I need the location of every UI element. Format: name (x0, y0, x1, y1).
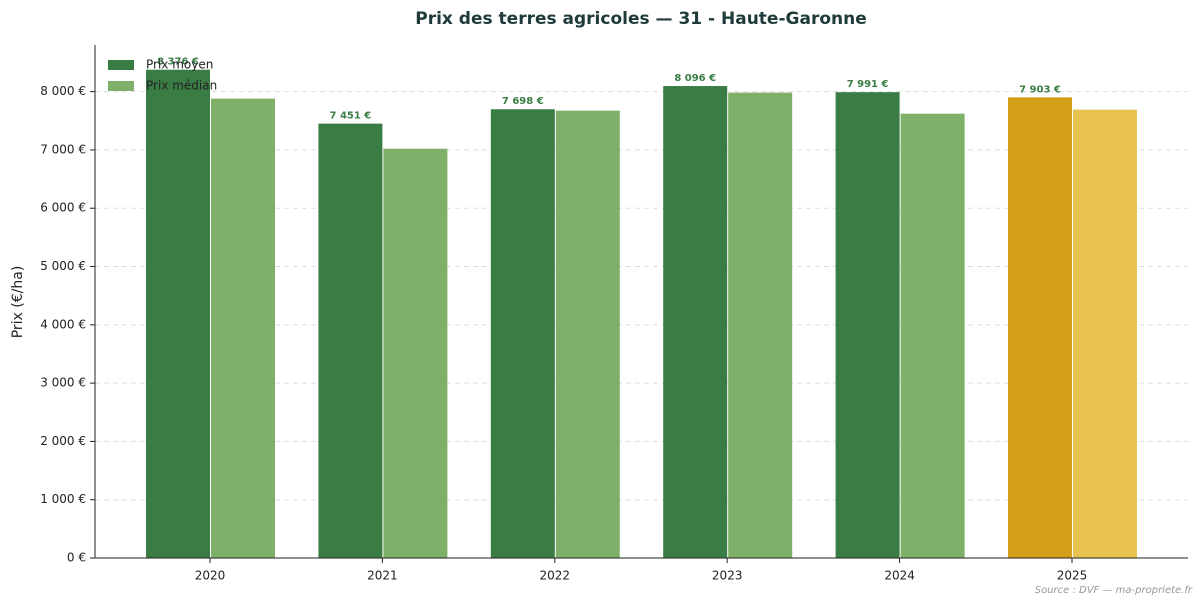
bar (383, 148, 448, 558)
bar (555, 110, 620, 558)
bar (490, 109, 555, 559)
bar (211, 98, 275, 558)
chart-title: Prix des terres agricoles — 31 - Haute-G… (415, 9, 867, 29)
y-tick-label: 0 € (67, 551, 86, 565)
x-tick-label: 2022 (540, 569, 571, 583)
y-tick-label: 5 000 € (40, 259, 86, 273)
source: Source : DVF — ma-propriete.fr (1035, 585, 1193, 596)
x-tick-label: 2021 (367, 569, 398, 583)
bar (318, 123, 383, 559)
bar (146, 69, 210, 558)
y-tick-label: 7 000 € (40, 142, 86, 156)
value-label: 7 451 € (330, 111, 372, 122)
legend-label: Prix médian (146, 79, 217, 93)
x-tick-label: 2023 (712, 569, 743, 583)
x-tick-label: 2025 (1057, 569, 1088, 583)
value-label: 8 376 € (157, 57, 199, 68)
y-tick-label: 4 000 € (40, 317, 86, 331)
value-label: 8 096 € (674, 73, 716, 84)
y-axis-label: Prix (€/ha) (10, 266, 26, 339)
y-tick-label: 3 000 € (40, 376, 86, 390)
legend-label: Prix moyen (146, 58, 213, 72)
bar (663, 86, 728, 558)
y-tick-label: 8 000 € (40, 84, 86, 98)
value-label: 7 991 € (847, 79, 889, 90)
legend-swatch (108, 81, 134, 91)
y-tick-label: 6 000 € (40, 201, 86, 215)
y-tick-label: 1 000 € (40, 492, 86, 506)
x-tick-label: 2020 (195, 569, 226, 583)
bar (900, 113, 965, 558)
value-label: 7 903 € (1019, 84, 1061, 95)
y-tick-label: 2 000 € (40, 434, 86, 448)
bar (1073, 109, 1137, 558)
bar (728, 92, 793, 559)
legend-swatch (108, 60, 134, 70)
x-tick-label: 2024 (884, 569, 915, 583)
value-label: 7 698 € (502, 96, 544, 107)
bar (1008, 97, 1072, 559)
bar (835, 92, 900, 559)
